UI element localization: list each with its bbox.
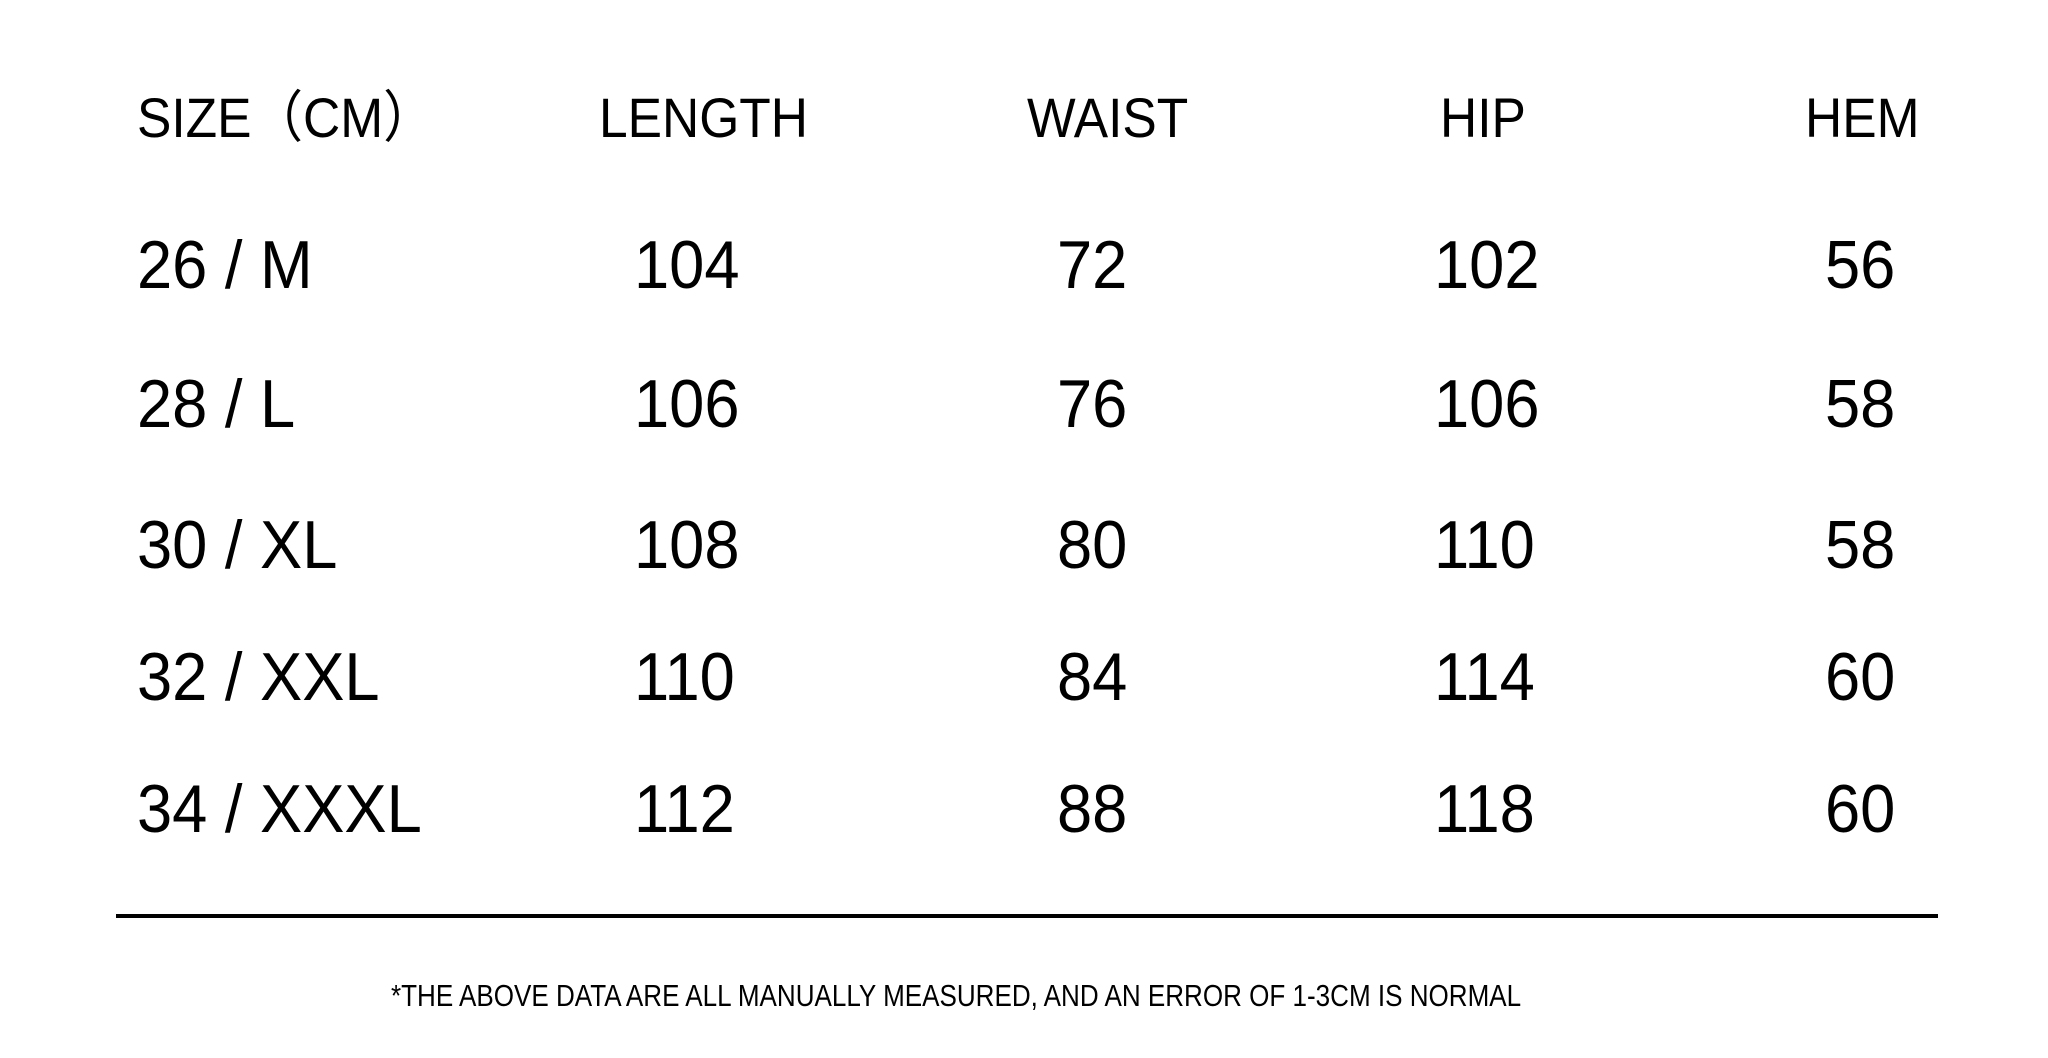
cell-hem: 60 — [1825, 771, 1896, 847]
cell-size: 28 / L — [137, 366, 296, 442]
cell-length: 108 — [634, 507, 740, 583]
cell-size: 34 / XXXL — [137, 771, 422, 847]
measurement-footnote: *THE ABOVE DATA ARE ALL MANUALLY MEASURE… — [391, 978, 1522, 1013]
cell-waist: 84 — [1057, 639, 1128, 715]
cell-waist: 72 — [1057, 227, 1128, 303]
header-size: SIZE（CM） — [137, 86, 435, 149]
cell-hip: 118 — [1434, 771, 1535, 847]
cell-hip: 106 — [1434, 366, 1540, 442]
header-waist: WAIST — [1027, 86, 1189, 149]
divider-line — [116, 914, 1938, 918]
cell-length: 112 — [634, 771, 735, 847]
cell-hem: 58 — [1825, 366, 1896, 442]
cell-hem: 56 — [1825, 227, 1896, 303]
header-hem: HEM — [1805, 86, 1920, 149]
cell-hem: 60 — [1825, 639, 1896, 715]
cell-hip: 102 — [1434, 227, 1540, 303]
cell-size: 30 / XL — [137, 507, 338, 583]
cell-length: 106 — [634, 366, 740, 442]
cell-length: 104 — [634, 227, 740, 303]
cell-hip: 110 — [1434, 507, 1535, 583]
header-hip: HIP — [1440, 86, 1526, 149]
cell-hip: 114 — [1434, 639, 1535, 715]
cell-size: 32 / XXL — [137, 639, 380, 715]
cell-waist: 80 — [1057, 507, 1128, 583]
cell-length: 110 — [634, 639, 735, 715]
cell-waist: 88 — [1057, 771, 1128, 847]
header-length: LENGTH — [599, 86, 808, 149]
cell-waist: 76 — [1057, 366, 1128, 442]
cell-hem: 58 — [1825, 507, 1896, 583]
cell-size: 26 / M — [137, 227, 313, 303]
